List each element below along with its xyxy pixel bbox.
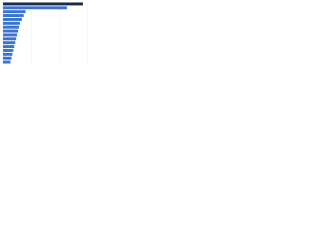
bar: [3, 25, 19, 29]
bar: [3, 29, 19, 33]
chart: [2, 2, 88, 64]
bar: [3, 10, 26, 14]
bar: [3, 21, 20, 25]
bar: [3, 56, 12, 60]
bar: [3, 6, 67, 10]
bar: [3, 52, 13, 56]
bar: [3, 14, 24, 18]
bar: [3, 60, 11, 64]
bar: [3, 45, 15, 49]
bar: [3, 2, 83, 6]
bar: [3, 48, 14, 52]
bar: [3, 37, 17, 41]
bar: [3, 41, 16, 45]
page: (() => { const data = JSON.parse(documen…: [0, 0, 320, 71]
bar: [3, 33, 18, 37]
bar: [3, 17, 22, 21]
